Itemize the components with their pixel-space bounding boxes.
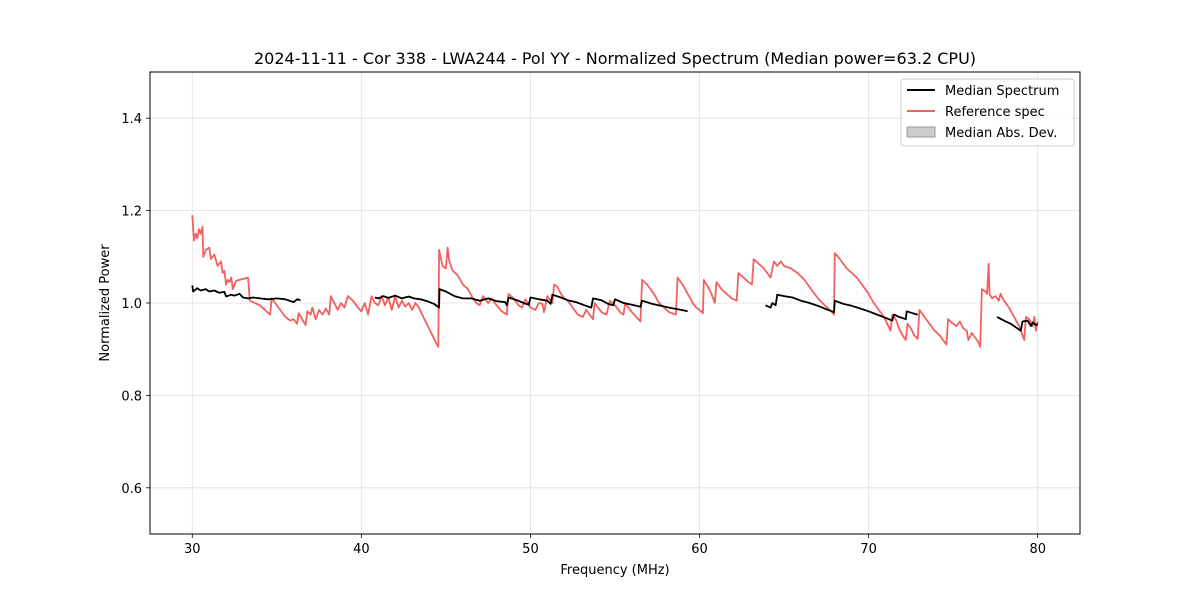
legend-reference-spec-label: Reference spec: [945, 105, 1045, 120]
legend: Median Spectrum Reference spec Median Ab…: [900, 78, 1075, 147]
reference-spec-line: [191, 215, 1039, 348]
y-tick-label: 0.8: [121, 389, 142, 404]
legend-median-spectrum-label: Median Spectrum: [945, 84, 1059, 99]
x-axis: 30 40 50 60 70 80: [184, 534, 1046, 557]
median-spectrum-line: [374, 288, 688, 313]
y-tick-label: 1.2: [121, 205, 142, 220]
x-tick-label: 50: [522, 542, 539, 557]
median-spectrum-line: [996, 316, 1039, 332]
y-tick-label: 0.6: [121, 482, 142, 497]
y-tick-label: 1.0: [121, 297, 142, 312]
legend-median-abs-dev-label: Median Abs. Dev.: [945, 126, 1057, 141]
median-spectrum-line: [191, 285, 301, 303]
legend-box: [900, 78, 1075, 147]
x-axis-label: Frequency (MHz): [560, 563, 669, 578]
x-tick-label: 40: [353, 542, 370, 557]
median-spectrum-line: [765, 293, 918, 322]
plot-area: [191, 215, 1039, 348]
legend-median-abs-dev-swatch: [906, 126, 936, 138]
x-tick-label: 80: [1029, 542, 1046, 557]
y-axis-label: Normalized Power: [98, 244, 113, 362]
y-tick-label: 1.4: [121, 112, 142, 127]
x-tick-label: 70: [860, 542, 877, 557]
x-tick-label: 60: [691, 542, 708, 557]
x-tick-label: 30: [184, 542, 201, 557]
y-axis: 0.6 0.8 1.0 1.2 1.4: [121, 112, 150, 497]
chart-title: 2024-11-11 - Cor 338 - LWA244 - Pol YY -…: [254, 49, 976, 68]
